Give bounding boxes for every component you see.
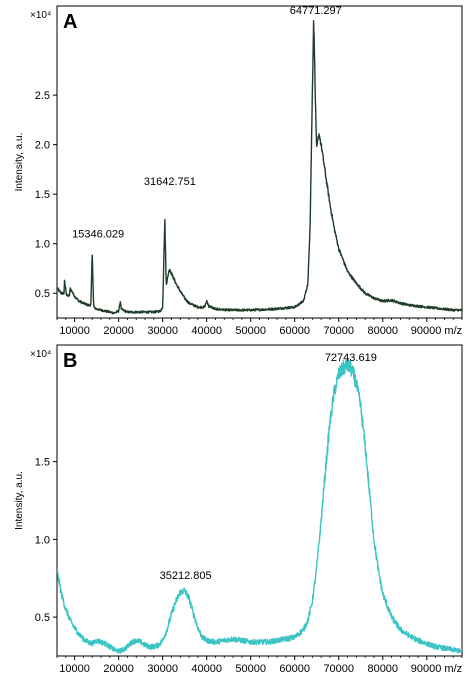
x-tick-label: 30000 bbox=[147, 663, 178, 675]
x-tick-label: 40000 bbox=[191, 663, 222, 675]
y-tick-label: 0.5 bbox=[35, 612, 50, 624]
y-multiplier-label: ×10⁴ bbox=[30, 349, 51, 360]
x-tick-label: 60000 bbox=[279, 663, 310, 675]
x-tick-label: 20000 bbox=[103, 663, 134, 675]
x-tick-label: 10000 bbox=[59, 325, 90, 337]
plot-frame bbox=[56, 5, 463, 319]
spectrum-trace bbox=[57, 20, 462, 315]
x-tick-label: 20000 bbox=[103, 325, 134, 337]
x-tick-label: 50000 bbox=[235, 663, 266, 675]
x-tick-label: 10000 bbox=[59, 663, 90, 675]
panel-label: A bbox=[63, 11, 77, 33]
x-tick-label: 50000 bbox=[235, 325, 266, 337]
y-tick-label: 1.0 bbox=[35, 239, 50, 251]
y-tick-label: 2.0 bbox=[35, 140, 50, 152]
x-tick-label: 40000 bbox=[191, 325, 222, 337]
x-tick-label: 60000 bbox=[279, 325, 310, 337]
y-tick-label: 1.5 bbox=[35, 457, 50, 469]
y-tick-label: 1.0 bbox=[35, 534, 50, 546]
x-tick-label: 90000 m/z bbox=[411, 325, 462, 337]
y-multiplier-label: ×10⁴ bbox=[30, 10, 51, 21]
peak-label: 64771.297 bbox=[290, 5, 342, 17]
peak-label: 31642.751 bbox=[144, 176, 196, 188]
panel-b: 10000 20000 30000 40000 50000 60000 70000 80000… bbox=[14, 344, 463, 675]
y-tick-label: 0.5 bbox=[35, 288, 50, 300]
x-tick-label: 80000 bbox=[367, 325, 398, 337]
peak-label: 35212.805 bbox=[160, 570, 212, 582]
spectrum-trace bbox=[57, 357, 462, 654]
peak-label: 72743.619 bbox=[325, 352, 377, 364]
x-tick-label: 70000 bbox=[323, 325, 354, 337]
x-tick-label: 30000 bbox=[147, 325, 178, 337]
x-tick-label: 80000 bbox=[367, 663, 398, 675]
y-axis-label: Intensity, a.u. bbox=[14, 133, 25, 192]
x-tick-label: 90000 m/z bbox=[411, 663, 462, 675]
y-tick-label: 1.5 bbox=[35, 189, 50, 201]
peak-label: 15346.029 bbox=[72, 229, 124, 241]
y-tick-label: 2.5 bbox=[35, 90, 50, 102]
panel-a: 10000 20000 30000 40000 50000 60000 70000 80000… bbox=[14, 5, 463, 337]
y-axis-label: Intensity, a.u. bbox=[14, 471, 25, 530]
panel-label: B bbox=[63, 350, 77, 372]
x-tick-label: 70000 bbox=[323, 663, 354, 675]
plot-frame bbox=[56, 344, 463, 657]
